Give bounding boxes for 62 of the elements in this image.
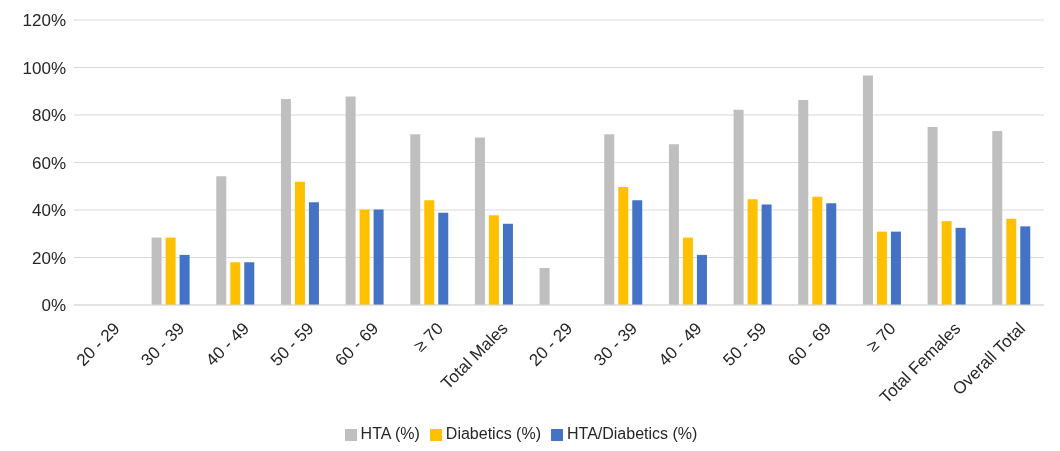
bar	[502, 223, 513, 305]
bar	[862, 75, 873, 305]
bar	[604, 134, 615, 305]
bar	[955, 227, 966, 305]
bar	[438, 212, 449, 305]
bar	[539, 267, 550, 305]
bar	[410, 134, 421, 305]
bar	[424, 200, 435, 305]
y-tick-label: 80%	[31, 106, 66, 126]
y-tick-label: 20%	[31, 248, 66, 268]
bar	[890, 231, 901, 305]
bar	[826, 203, 837, 305]
bar	[941, 221, 952, 305]
y-tick-label: 0%	[41, 296, 66, 316]
x-tick-label: 40 - 49	[654, 318, 706, 370]
x-tick-label: 60 - 69	[784, 318, 835, 370]
bar	[747, 199, 758, 305]
x-tick-label: ≥ 70	[862, 318, 900, 356]
bar	[992, 130, 1003, 305]
x-tick-label: 30 - 39	[590, 318, 641, 370]
bar	[798, 100, 809, 305]
y-tick-label: 100%	[22, 58, 66, 78]
bar	[682, 237, 693, 305]
bar	[151, 237, 162, 305]
bar	[696, 254, 707, 305]
bar	[165, 237, 176, 305]
bar	[1020, 226, 1031, 305]
bar	[812, 196, 823, 305]
bar	[308, 202, 319, 305]
bar	[488, 215, 499, 305]
bar	[927, 126, 938, 305]
bar	[280, 99, 291, 305]
x-tick-label: 50 - 59	[719, 318, 771, 370]
y-tick-label: 40%	[31, 201, 66, 221]
x-tick-label: ≥ 70	[410, 318, 447, 356]
bar	[216, 176, 227, 305]
bar	[474, 137, 485, 305]
x-tick-label: 20 - 29	[525, 318, 577, 370]
x-tick-label: 60 - 69	[331, 318, 383, 370]
bar	[733, 109, 744, 305]
bar	[761, 204, 772, 305]
x-tick-label: 30 - 39	[137, 318, 189, 370]
bar	[632, 200, 643, 305]
x-tick-label: 50 - 59	[266, 318, 318, 370]
legend-label: HTA (%)	[360, 425, 420, 442]
legend-label: HTA/Diabetics (%)	[567, 425, 698, 442]
x-tick-label: 40 - 49	[202, 318, 253, 370]
bar	[373, 209, 384, 305]
y-tick-label: 120%	[22, 11, 66, 31]
bar	[1006, 218, 1017, 305]
legend-label: Diabetics (%)	[445, 425, 541, 442]
y-tick-label: 60%	[31, 153, 66, 173]
bar	[230, 262, 241, 305]
bar	[668, 144, 679, 305]
bar	[179, 254, 190, 305]
bar	[244, 262, 255, 305]
bar	[294, 181, 305, 305]
x-tick-label: 20 - 29	[72, 318, 124, 370]
bar	[876, 231, 887, 305]
bar	[345, 96, 356, 305]
bar	[618, 186, 629, 305]
bar	[359, 209, 370, 305]
